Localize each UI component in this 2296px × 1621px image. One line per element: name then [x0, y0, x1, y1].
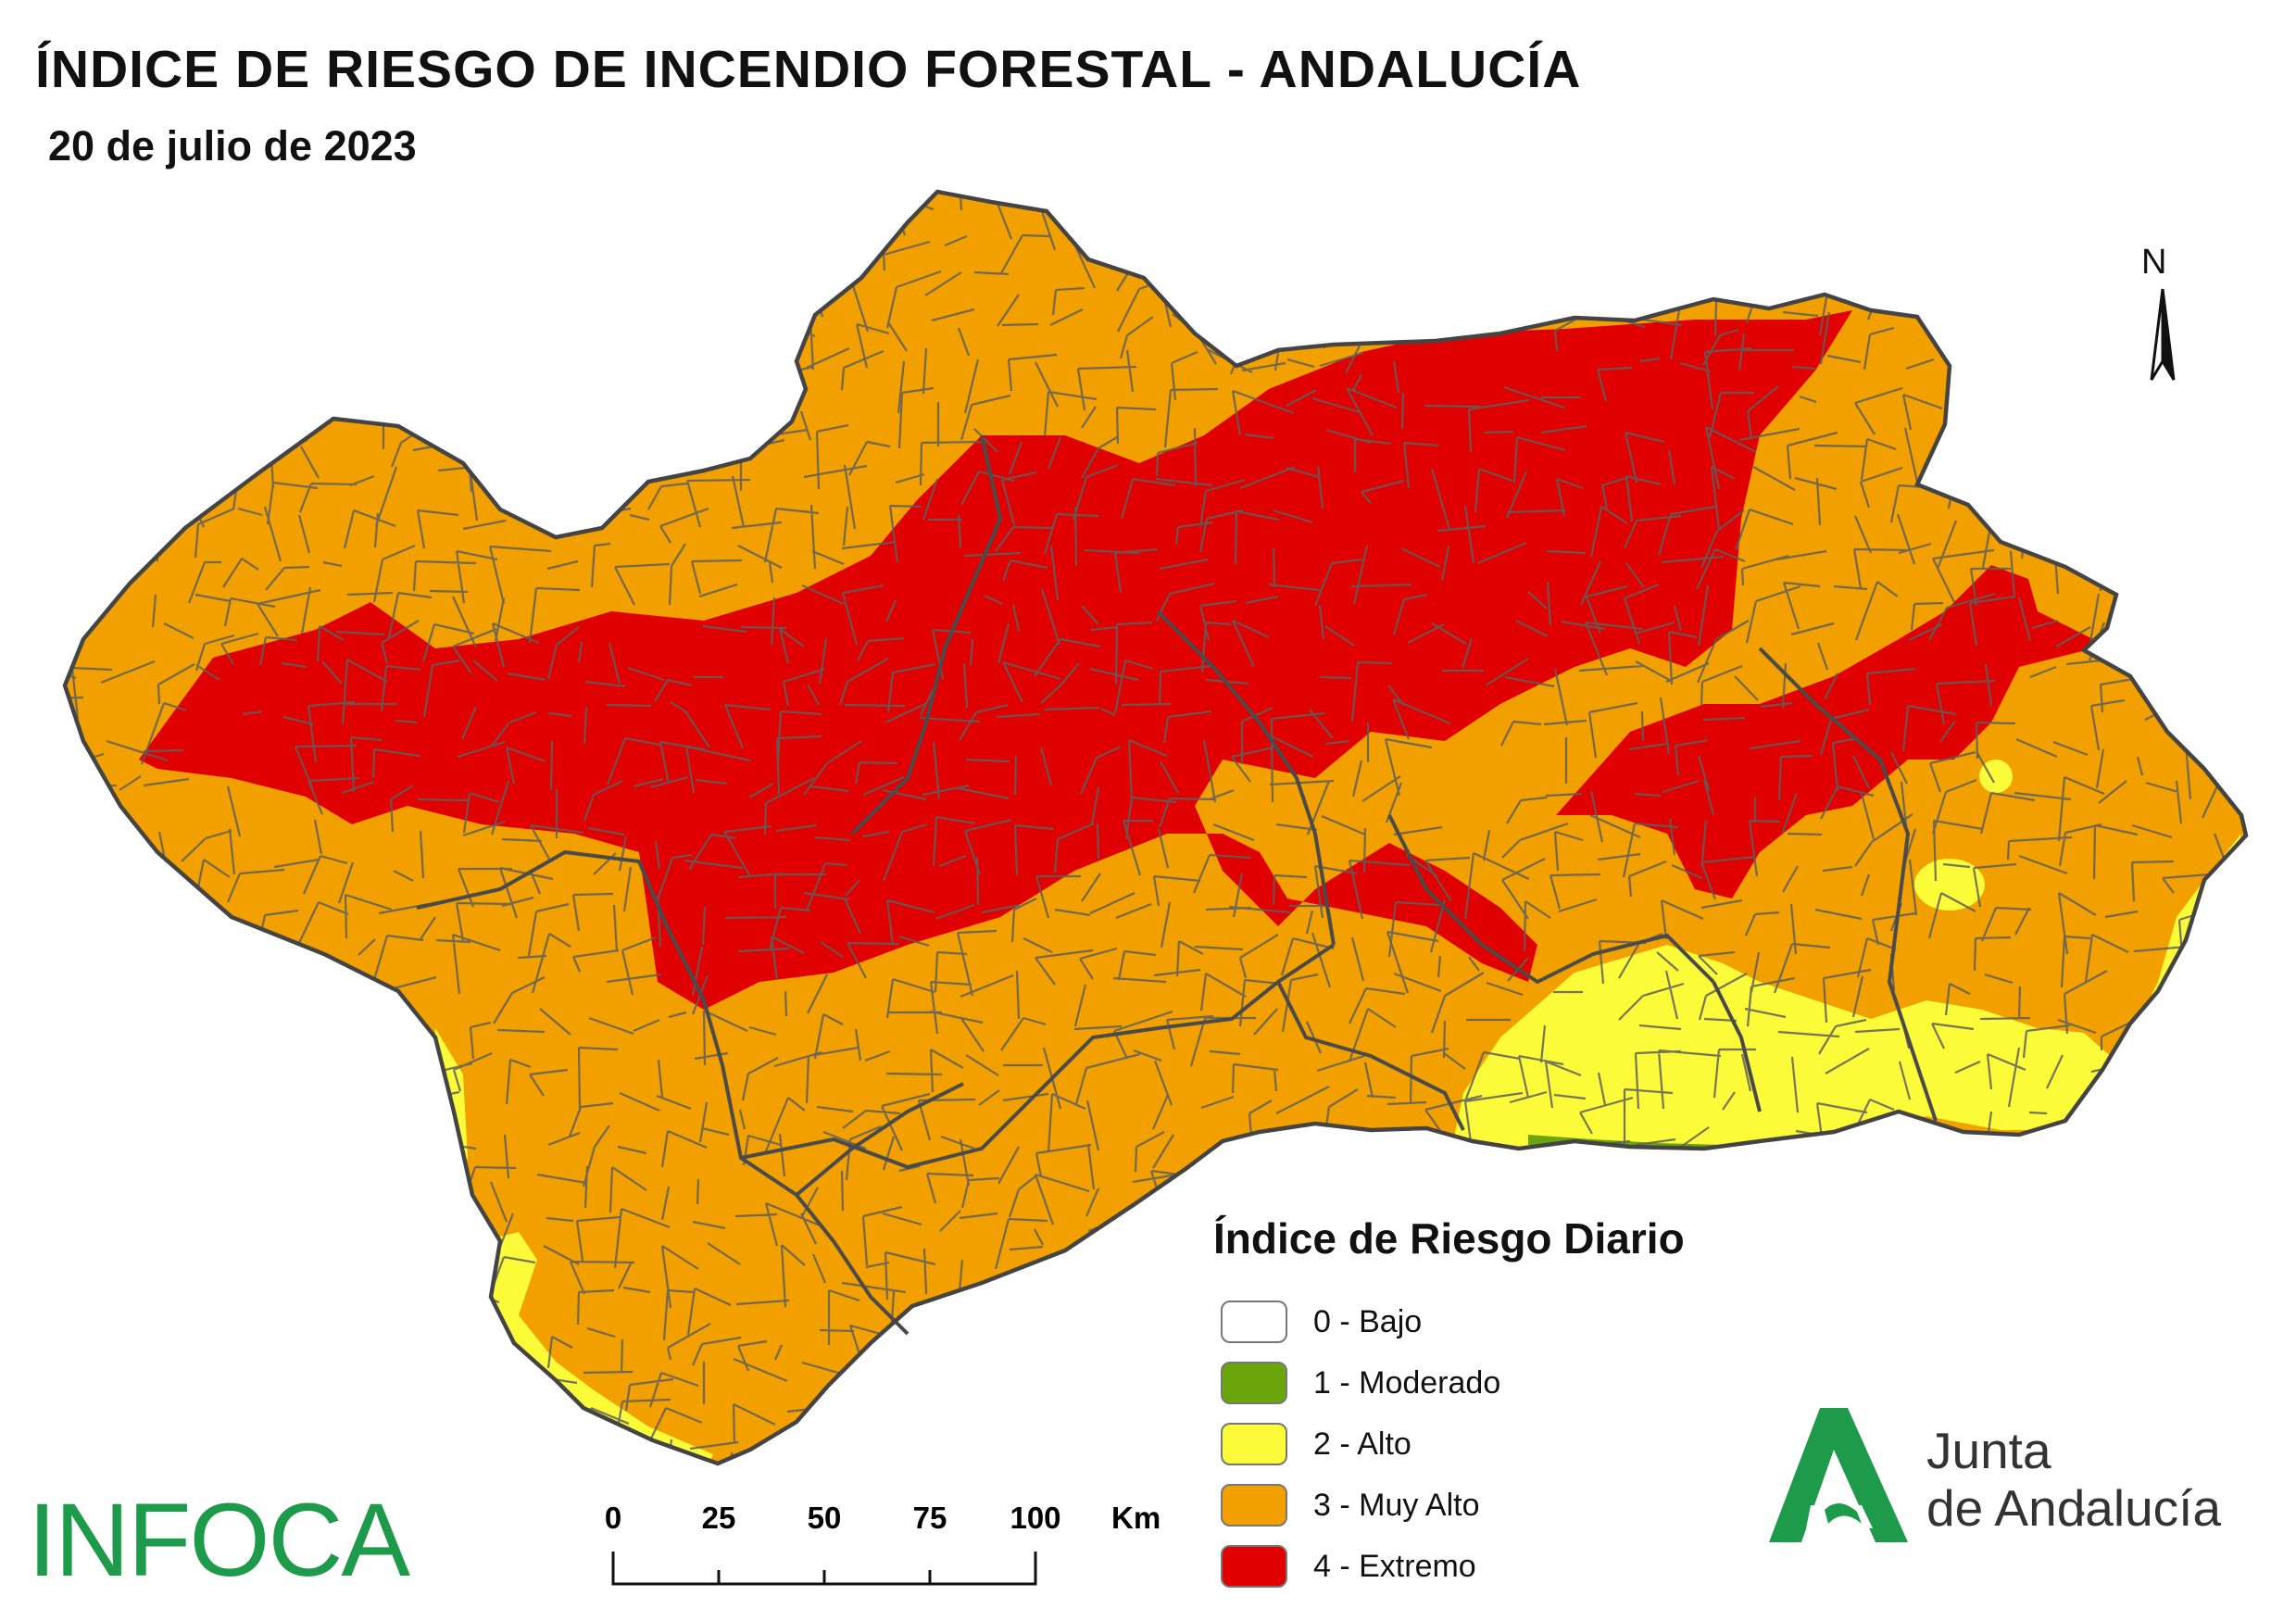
municipal-boundary: [65, 581, 2246, 648]
municipal-boundary: [123, 269, 2246, 337]
municipal-boundary: [65, 192, 2241, 259]
scale-unit: Km: [1111, 1501, 1161, 1535]
legend-item-alto: 2 - Alto: [1213, 1414, 1788, 1475]
legend-swatch: [1221, 1301, 1287, 1343]
province-boundaries: [416, 434, 1938, 1336]
scale-bar: 0 25 50 75 100 Km: [605, 1501, 1161, 1586]
municipal-boundary: [65, 1318, 2246, 1387]
municipal-boundary: [65, 775, 2246, 843]
dot: •: [2079, 1504, 2085, 1523]
legend-swatch: [1221, 1545, 1287, 1588]
legend-item-moderado: 1 - Moderado: [1213, 1352, 1788, 1414]
map-title: ÍNDICE DE RIESGO DE INCENDIO FORESTAL - …: [35, 40, 1582, 99]
legend-swatch: [1221, 1362, 1287, 1404]
extremo-zone-west: [139, 310, 1852, 1010]
alto-spot: [1914, 859, 1985, 911]
legend-label: 2 - Alto: [1313, 1426, 1411, 1462]
north-arrow-icon: [2150, 288, 2176, 381]
legend-label: 4 - Extremo: [1313, 1548, 1476, 1584]
municipal-boundary: [65, 1280, 2246, 1348]
municipal-boundary: [65, 813, 2228, 882]
extremo-zone-east: [1556, 565, 2093, 898]
alto-spot: [1979, 760, 2013, 793]
legend-label: 1 - Moderado: [1313, 1364, 1501, 1401]
municipal-boundary: [65, 851, 2246, 920]
legend-item-bajo: 0 - Bajo: [1213, 1291, 1788, 1352]
legend-item-muy-alto: 3 - Muy Alto: [1213, 1475, 1788, 1536]
map-date: 20 de julio de 2023: [48, 122, 417, 170]
junta-andalucia-logo-icon: [1769, 1408, 1908, 1542]
municipal-boundary: [65, 735, 2246, 804]
municipal-boundary: [65, 192, 2246, 219]
municipal-boundary: [65, 540, 2246, 609]
legend-title: Índice de Riesgo Diario: [1213, 1214, 1685, 1263]
municipal-boundary: [65, 1201, 2246, 1270]
municipal-boundary: [65, 658, 2246, 726]
municipal-boundary: [65, 1241, 2246, 1309]
scale-tick-label: 75: [913, 1501, 947, 1535]
municipal-boundary: [65, 1357, 2246, 1424]
alto-zone: [1454, 945, 2121, 1149]
scale-bar-line: [611, 1552, 1037, 1586]
municipal-boundary: [65, 619, 2226, 685]
junta-logo-line1: Junta: [1926, 1422, 2051, 1479]
scale-tick-label: 0: [605, 1501, 621, 1535]
north-label: N: [2141, 243, 2167, 282]
legend-swatch: [1221, 1423, 1287, 1465]
legend-label: 0 - Bajo: [1313, 1303, 1423, 1339]
legend-label: 3 - Muy Alto: [1313, 1487, 1480, 1523]
municipal-boundary: [65, 229, 2246, 298]
legend: Índice de Riesgo Diario 0 - Bajo 1 - Mod…: [1213, 1213, 1788, 1597]
legend-item-extremo: 4 - Extremo: [1213, 1536, 1788, 1597]
junta-andalucia-logo: Junta de Andalucía: [1926, 1422, 2221, 1537]
scale-tick-label: 100: [1010, 1501, 1060, 1535]
legend-swatch: [1221, 1484, 1287, 1527]
infoca-logo: INFOCA: [28, 1482, 410, 1598]
scale-tick-label: 50: [808, 1501, 842, 1535]
scale-tick-label: 25: [702, 1501, 736, 1535]
junta-logo-line2: de Andalucía: [1926, 1479, 2222, 1537]
